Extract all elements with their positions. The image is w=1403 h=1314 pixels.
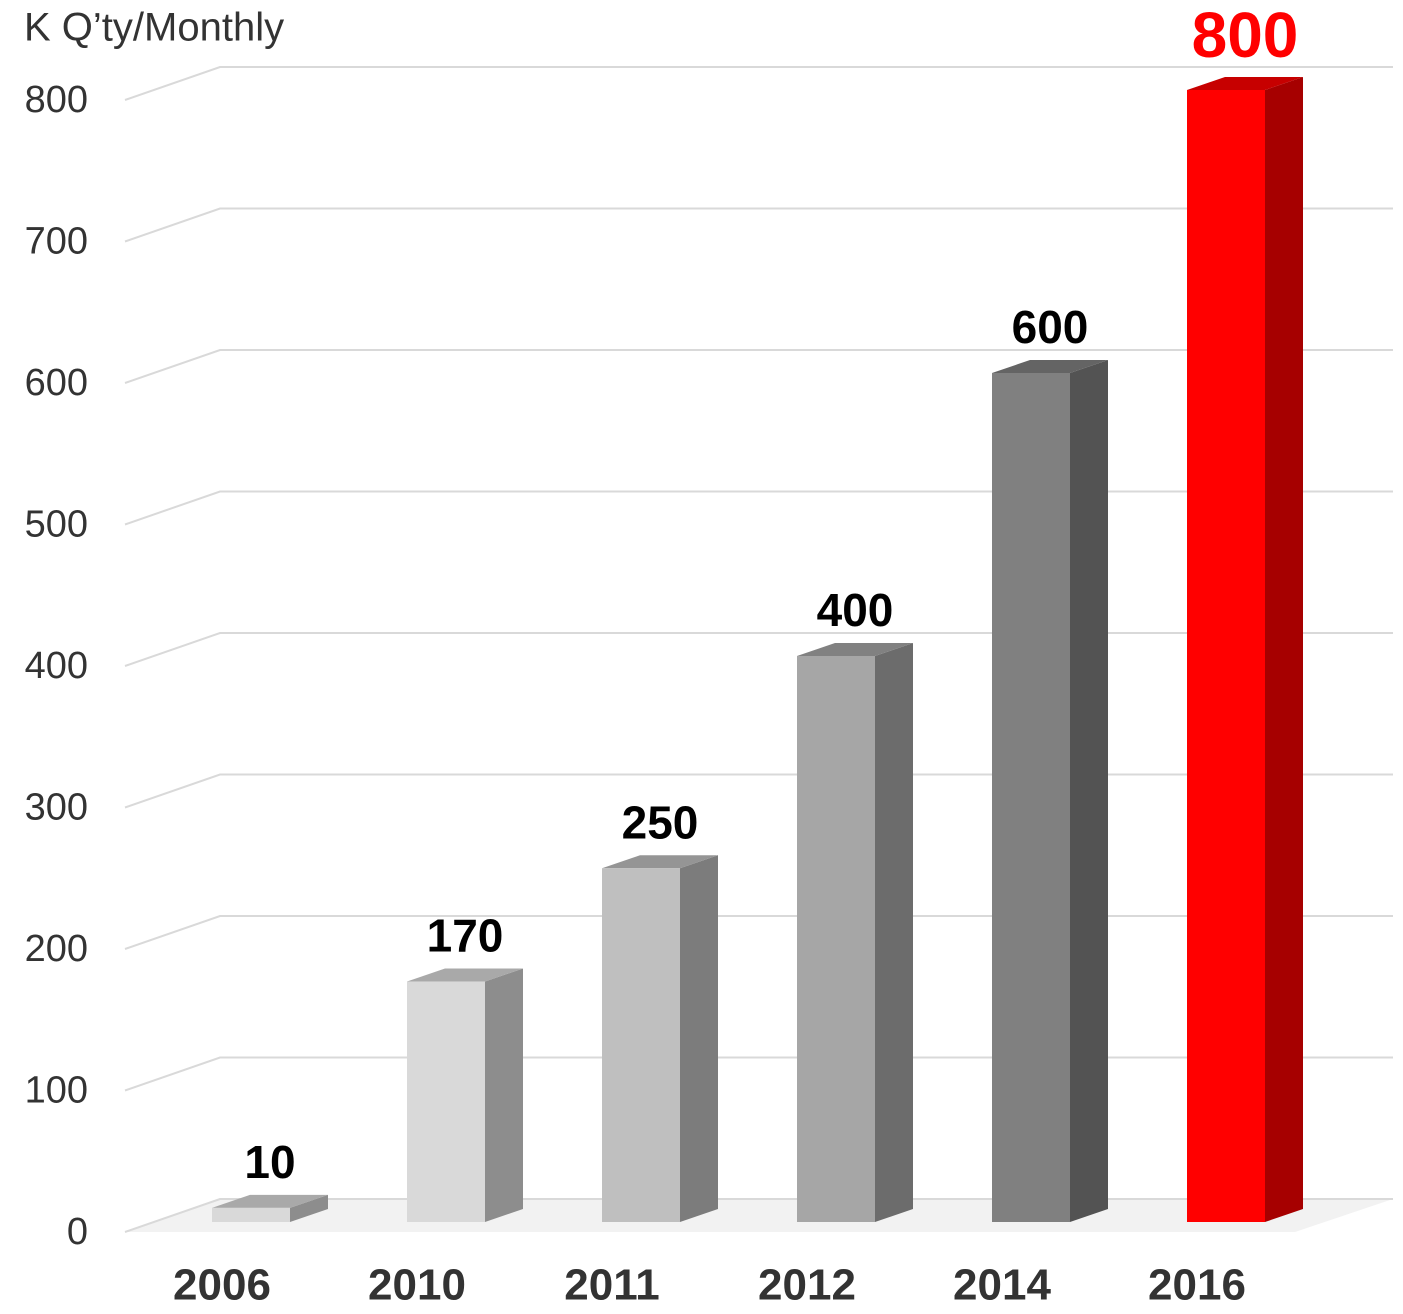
value-label: 800 xyxy=(1192,0,1299,71)
y-tick-label: 600 xyxy=(25,362,88,404)
bar xyxy=(602,868,680,1222)
y-tick-label: 700 xyxy=(25,221,88,263)
bar-top xyxy=(797,643,913,656)
bar xyxy=(992,373,1070,1222)
y-tick-label: 500 xyxy=(25,504,88,546)
value-label: 600 xyxy=(1012,301,1089,353)
bar-side xyxy=(680,855,718,1222)
bar-top xyxy=(602,855,718,869)
y-axis-label: K Q’ty/Monthly xyxy=(24,6,284,50)
value-label: 170 xyxy=(427,910,504,962)
grid-line xyxy=(124,349,1393,384)
x-tick-label: 2012 xyxy=(758,1261,856,1310)
y-tick-label: 300 xyxy=(25,787,88,829)
bar xyxy=(407,981,485,1222)
x-tick-label: 2016 xyxy=(1148,1261,1246,1310)
bar-top xyxy=(407,968,523,982)
bar-side xyxy=(1265,77,1303,1222)
y-tick-label: 800 xyxy=(25,79,88,121)
bar-top xyxy=(992,360,1108,373)
value-label: 400 xyxy=(817,584,894,636)
y-tick-label: 100 xyxy=(25,1070,88,1112)
value-label: 250 xyxy=(622,796,699,848)
bar xyxy=(212,1207,290,1222)
y-tick-label: 400 xyxy=(25,645,88,687)
bar xyxy=(1187,90,1265,1222)
bar-side xyxy=(290,1194,328,1222)
bar xyxy=(797,656,875,1222)
y-tick-label: 200 xyxy=(25,928,88,970)
grid-line xyxy=(124,66,1393,101)
bar-top xyxy=(212,1194,328,1208)
bar-side xyxy=(875,643,913,1222)
grid-line xyxy=(124,207,1393,243)
bar-side xyxy=(485,968,523,1222)
x-tick-label: 2014 xyxy=(953,1261,1051,1310)
x-tick-label: 2011 xyxy=(564,1261,659,1310)
x-tick-label: 2006 xyxy=(173,1261,271,1310)
x-tick-label: 2010 xyxy=(368,1261,466,1310)
bar-top xyxy=(1187,77,1303,90)
bar-side xyxy=(1070,360,1108,1222)
y-tick-label: 0 xyxy=(67,1211,88,1253)
value-label: 10 xyxy=(244,1136,295,1188)
